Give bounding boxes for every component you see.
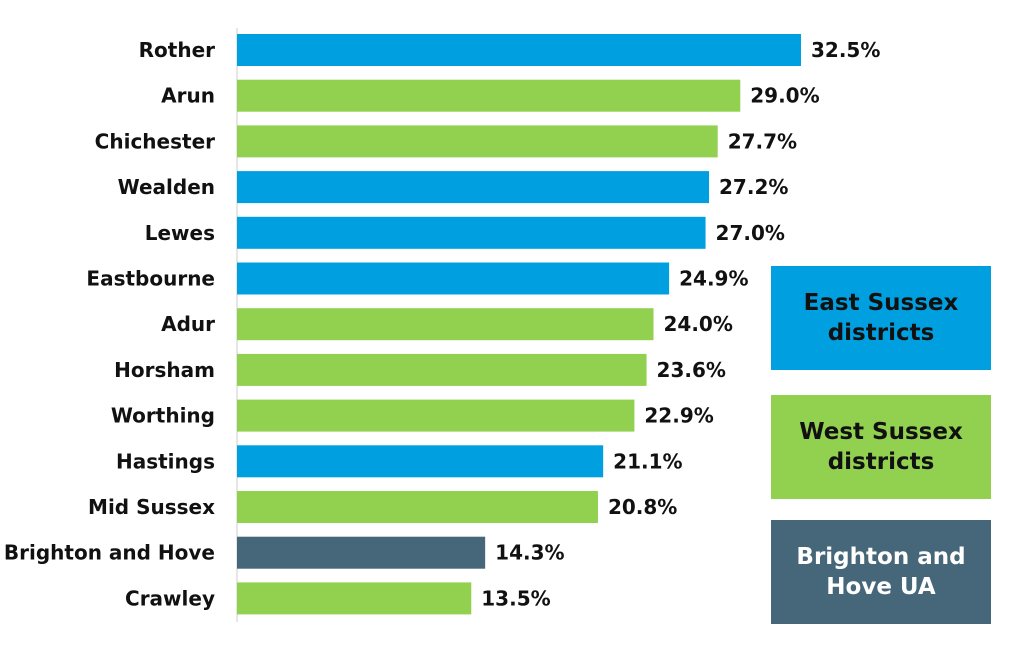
bar — [237, 262, 670, 295]
category-label: Worthing — [111, 404, 215, 428]
bars-group — [237, 34, 801, 615]
category-label: Rother — [139, 38, 216, 62]
bar — [237, 308, 654, 341]
bar — [237, 125, 718, 158]
bar — [237, 353, 647, 386]
category-label: Chichester — [95, 129, 215, 153]
value-label: 29.0% — [750, 84, 819, 108]
bar — [237, 536, 486, 569]
legend-brighton-and-hove-label: Brighton and Hove UA — [796, 544, 966, 600]
value-label: 24.9% — [679, 267, 748, 291]
category-label: Brighton and Hove — [4, 541, 215, 565]
value-label: 14.3% — [495, 541, 564, 565]
bar — [237, 34, 801, 66]
value-label: 27.7% — [728, 129, 797, 153]
legend-west-sussex: West Sussex districts — [771, 395, 991, 499]
category-label: Mid Sussex — [88, 495, 215, 519]
value-label: 32.5% — [811, 38, 880, 62]
category-label: Crawley — [125, 586, 215, 610]
value-label: 27.0% — [716, 221, 785, 245]
legend-east-sussex-label: East Sussex districts — [803, 290, 959, 346]
category-label: Wealden — [118, 175, 215, 199]
category-label: Horsham — [114, 358, 215, 382]
value-label: 13.5% — [481, 586, 550, 610]
category-label: Eastbourne — [86, 267, 215, 291]
legend-brighton-and-hove: Brighton and Hove UA — [771, 520, 991, 624]
bar — [237, 582, 472, 615]
bar — [237, 216, 706, 249]
bar — [237, 79, 741, 112]
value-labels-group: 32.5% 29.0% 27.7% 27.2% 27.0% 24.9% 24.0% 23.6%… — [481, 38, 880, 610]
value-label: 24.0% — [663, 312, 732, 336]
category-label: Hastings — [116, 449, 215, 473]
value-label: 21.1% — [613, 449, 682, 473]
value-label: 27.2% — [719, 175, 788, 199]
category-label: Lewes — [145, 221, 215, 245]
value-label: 20.8% — [608, 495, 677, 519]
bar — [237, 445, 604, 478]
bar — [237, 491, 598, 523]
value-label: 22.9% — [644, 404, 713, 428]
bar — [237, 399, 635, 432]
category-label: Arun — [161, 84, 215, 108]
legend-east-sussex: East Sussex districts — [771, 266, 991, 370]
legend-west-sussex-label: West Sussex districts — [799, 419, 963, 475]
category-label: Adur — [161, 312, 215, 336]
value-label: 23.6% — [657, 358, 726, 382]
bar — [237, 171, 710, 204]
category-labels-group: Rother Arun Chichester Wealden Lewes Eastbour… — [4, 38, 215, 610]
